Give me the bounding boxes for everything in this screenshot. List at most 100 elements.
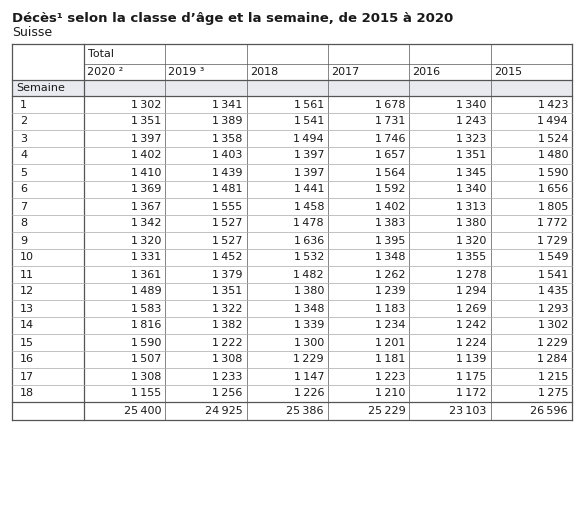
Text: 1 452: 1 452 [212, 253, 242, 262]
Text: 1 320: 1 320 [456, 236, 487, 245]
Text: 1 275: 1 275 [538, 388, 568, 398]
Text: 10: 10 [20, 253, 34, 262]
Text: 1 239: 1 239 [375, 287, 405, 296]
Text: 1 201: 1 201 [375, 337, 405, 347]
Text: 1 458: 1 458 [293, 202, 324, 212]
Text: 25 229: 25 229 [368, 406, 405, 416]
Text: 2018: 2018 [249, 67, 278, 77]
Text: 1 351: 1 351 [131, 117, 161, 127]
Text: 15: 15 [20, 337, 34, 347]
Text: 1 342: 1 342 [131, 219, 161, 229]
Text: 1 302: 1 302 [538, 320, 568, 330]
Text: 1 480: 1 480 [538, 151, 568, 161]
Text: 1 278: 1 278 [456, 270, 487, 279]
Text: 1 746: 1 746 [375, 134, 405, 144]
Text: 12: 12 [20, 287, 34, 296]
Text: 26 596: 26 596 [531, 406, 568, 416]
Text: 1 229: 1 229 [293, 354, 324, 364]
Text: 1 561: 1 561 [293, 99, 324, 110]
Text: 1 494: 1 494 [293, 134, 324, 144]
Text: 1 532: 1 532 [293, 253, 324, 262]
Text: 1 323: 1 323 [456, 134, 487, 144]
Text: 3: 3 [20, 134, 27, 144]
Text: 1 340: 1 340 [456, 99, 487, 110]
Text: 1 293: 1 293 [538, 303, 568, 313]
Text: 1 590: 1 590 [131, 337, 161, 347]
Text: 2016: 2016 [412, 67, 440, 77]
Text: 1 340: 1 340 [456, 185, 487, 195]
Text: 1 402: 1 402 [375, 202, 405, 212]
Text: 1 507: 1 507 [131, 354, 161, 364]
Text: 1 397: 1 397 [131, 134, 161, 144]
Text: 1 729: 1 729 [538, 236, 568, 245]
Text: 1 379: 1 379 [212, 270, 242, 279]
Text: 1 549: 1 549 [538, 253, 568, 262]
Text: 1 243: 1 243 [456, 117, 487, 127]
Text: 1 351: 1 351 [212, 287, 242, 296]
Text: 1 410: 1 410 [131, 168, 161, 178]
Text: Total: Total [88, 49, 114, 59]
Text: 1 816: 1 816 [131, 320, 161, 330]
Text: 1 656: 1 656 [538, 185, 568, 195]
Text: 1 383: 1 383 [375, 219, 405, 229]
Text: Décès¹ selon la classe d’âge et la semaine, de 2015 à 2020: Décès¹ selon la classe d’âge et la semai… [12, 12, 453, 25]
Text: 2017: 2017 [331, 67, 359, 77]
Text: 5: 5 [20, 168, 27, 178]
Text: 1 423: 1 423 [538, 99, 568, 110]
Text: 1 380: 1 380 [456, 219, 487, 229]
Text: 9: 9 [20, 236, 27, 245]
Text: 1 382: 1 382 [212, 320, 242, 330]
Bar [12, 80, 572, 96]
Text: 1 731: 1 731 [375, 117, 405, 127]
Text: 1 294: 1 294 [456, 287, 487, 296]
Text: 1: 1 [20, 99, 27, 110]
Text: 13: 13 [20, 303, 34, 313]
Text: 1 358: 1 358 [212, 134, 242, 144]
Text: 1 322: 1 322 [212, 303, 242, 313]
Text: 1 805: 1 805 [538, 202, 568, 212]
Text: 16: 16 [20, 354, 34, 364]
Text: 1 380: 1 380 [293, 287, 324, 296]
Text: 1 269: 1 269 [456, 303, 487, 313]
Text: 1 175: 1 175 [456, 371, 487, 381]
Text: 2019 ³: 2019 ³ [168, 67, 205, 77]
Text: 1 155: 1 155 [131, 388, 161, 398]
Text: 1 223: 1 223 [375, 371, 405, 381]
Text: 1 308: 1 308 [212, 354, 242, 364]
Text: 1 524: 1 524 [538, 134, 568, 144]
Text: 1 320: 1 320 [131, 236, 161, 245]
Text: 25 386: 25 386 [287, 406, 324, 416]
Text: 1 139: 1 139 [456, 354, 487, 364]
Text: 1 482: 1 482 [293, 270, 324, 279]
Text: 1 564: 1 564 [375, 168, 405, 178]
Text: 1 355: 1 355 [456, 253, 487, 262]
Text: 1 397: 1 397 [293, 151, 324, 161]
Text: Suisse: Suisse [12, 26, 52, 39]
Text: 2: 2 [20, 117, 27, 127]
Text: 1 284: 1 284 [538, 354, 568, 364]
Text: 1 348: 1 348 [293, 303, 324, 313]
Text: 1 592: 1 592 [375, 185, 405, 195]
Text: 1 397: 1 397 [293, 168, 324, 178]
Text: 1 300: 1 300 [293, 337, 324, 347]
Text: 1 181: 1 181 [375, 354, 405, 364]
Text: 1 229: 1 229 [538, 337, 568, 347]
Text: 1 772: 1 772 [538, 219, 568, 229]
Text: 8: 8 [20, 219, 27, 229]
Text: 1 478: 1 478 [293, 219, 324, 229]
Text: 1 403: 1 403 [212, 151, 242, 161]
Text: 1 527: 1 527 [212, 219, 242, 229]
Text: 1 369: 1 369 [131, 185, 161, 195]
Text: 24 925: 24 925 [205, 406, 242, 416]
Text: 1 657: 1 657 [375, 151, 405, 161]
Text: 1 339: 1 339 [293, 320, 324, 330]
Text: 1 389: 1 389 [212, 117, 242, 127]
Text: 18: 18 [20, 388, 34, 398]
Text: 1 345: 1 345 [456, 168, 487, 178]
Text: 1 494: 1 494 [538, 117, 568, 127]
Text: 1 224: 1 224 [456, 337, 487, 347]
Text: 25 400: 25 400 [124, 406, 161, 416]
Text: 14: 14 [20, 320, 34, 330]
Text: 1 256: 1 256 [212, 388, 242, 398]
Text: 1 313: 1 313 [456, 202, 487, 212]
